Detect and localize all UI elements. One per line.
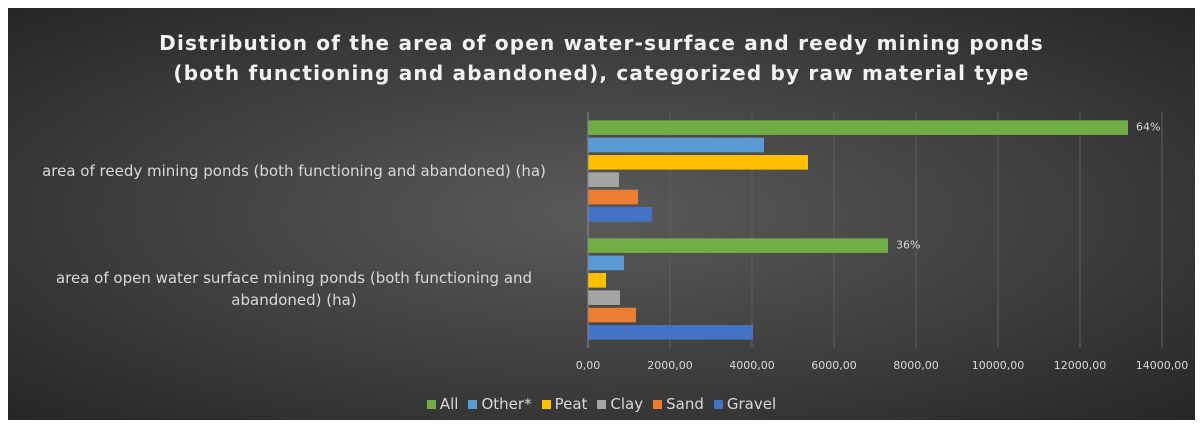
bar bbox=[588, 238, 888, 253]
bar bbox=[588, 155, 809, 170]
legend-swatch bbox=[541, 399, 551, 409]
x-tick-label: 0,00 bbox=[576, 359, 601, 372]
bar bbox=[588, 189, 639, 205]
x-tick-label: 12000,00 bbox=[1054, 359, 1107, 372]
bar bbox=[588, 120, 1128, 135]
legend-swatch bbox=[713, 399, 723, 409]
legend-label: Gravel bbox=[726, 395, 777, 413]
chart-title: Distribution of the area of open water-s… bbox=[159, 31, 1044, 85]
legend-label: Other* bbox=[481, 395, 532, 413]
legend-label: Peat bbox=[554, 395, 588, 413]
x-tick-label: 8000,00 bbox=[893, 359, 939, 372]
legend-label: Clay bbox=[610, 395, 644, 413]
legend-swatch bbox=[653, 399, 663, 409]
bar bbox=[588, 325, 753, 340]
x-tick-label: 2000,00 bbox=[647, 359, 693, 372]
bar bbox=[588, 307, 637, 323]
bar bbox=[588, 255, 624, 271]
legend-label: Sand bbox=[666, 395, 704, 413]
legend-label: All bbox=[439, 395, 459, 413]
category-label: area of reedy mining ponds (both functio… bbox=[42, 162, 546, 180]
bar bbox=[588, 290, 620, 305]
x-tick-label: 4000,00 bbox=[729, 359, 775, 372]
legend: All Other* Peat Clay Sand Gravel bbox=[8, 395, 1195, 413]
legend-swatch bbox=[426, 399, 436, 409]
legend-item: Clay bbox=[597, 395, 643, 413]
legend-item: Peat bbox=[541, 395, 588, 413]
legend-item: All bbox=[426, 395, 459, 413]
legend-swatch bbox=[468, 399, 478, 409]
x-tick-label: 10000,00 bbox=[972, 359, 1025, 372]
bar bbox=[588, 137, 765, 153]
legend-item: Other* bbox=[468, 395, 532, 413]
bar bbox=[588, 273, 606, 288]
bar bbox=[588, 172, 619, 187]
data-label: 64% bbox=[1136, 121, 1160, 134]
x-tick-label: 14000,00 bbox=[1136, 359, 1189, 372]
bar bbox=[588, 207, 653, 222]
legend-item: Sand bbox=[653, 395, 704, 413]
category-label: area of open water surface mining ponds … bbox=[55, 269, 533, 309]
legend-item: Gravel bbox=[713, 395, 777, 413]
data-label: 36% bbox=[896, 239, 920, 252]
x-tick-label: 6000,00 bbox=[811, 359, 857, 372]
legend-swatch bbox=[597, 399, 607, 409]
